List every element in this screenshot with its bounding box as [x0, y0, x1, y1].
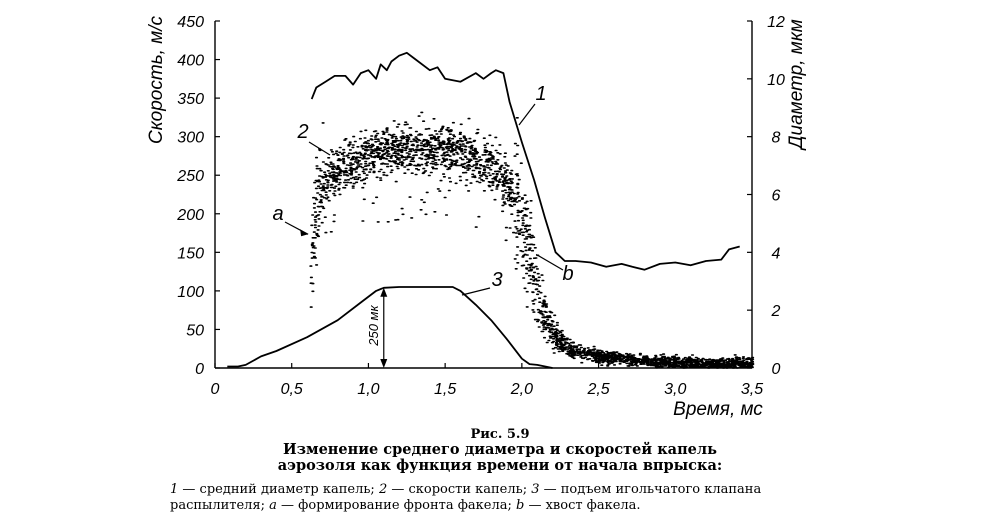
y-tick-label: 450 [177, 14, 204, 31]
y2-tick-label: 0 [772, 361, 781, 378]
y-tick-label: 250 [176, 168, 204, 185]
y2-tick-label: 8 [772, 130, 781, 147]
series-1-line [310, 51, 740, 271]
velocity-scatter [309, 111, 755, 369]
figure-title: Изменение среднего диаметра и скоростей … [277, 441, 723, 474]
y-tick-label: 400 [177, 53, 204, 70]
chart-labels: 0 0,5 1,0 1,5 2,0 2,5 3,0 3,5050100150200250300… [146, 14, 807, 420]
dimension-arrow-top [380, 287, 388, 297]
legend-key: 2 [378, 482, 388, 497]
x-tick-label: 0,5 [281, 381, 303, 398]
x-tick-label: 3,0 [664, 381, 686, 398]
chart: 0 0,5 1,0 1,5 2,0 2,5 3,0 3,5050100150200250300… [146, 14, 807, 420]
chart-lines [227, 51, 740, 369]
legend-text: — формирование фронта факела; [276, 498, 516, 513]
annotation-a: a [272, 203, 283, 225]
series-2-leader [308, 141, 331, 156]
legend-text: — подъем игольчатого клапана распылителя… [170, 482, 762, 513]
x-tick-label: 1,0 [357, 381, 379, 398]
y-tick-label: 150 [177, 245, 204, 262]
y2-axis-label: Диаметр, мкм [786, 19, 807, 151]
legend-text: — скорости капель; [387, 482, 532, 497]
y-tick-label: 50 [186, 322, 204, 339]
y-tick-label: 0 [195, 361, 204, 378]
annotation-b: b [562, 263, 573, 285]
legend-text: — хвост факела. [524, 498, 641, 513]
y2-tick-label: 10 [767, 72, 785, 89]
series-3-label: 3 [491, 269, 502, 291]
y2-tick-label: 6 [772, 188, 781, 205]
x-tick-label: 2,5 [586, 381, 609, 398]
y2-tick-label: 12 [767, 14, 785, 31]
y2-tick-label: 4 [772, 245, 781, 262]
y-tick-label: 100 [177, 284, 204, 301]
legend-key: b [516, 498, 525, 513]
y-tick-label: 350 [177, 91, 204, 108]
annotation-a-arrowhead [300, 229, 309, 237]
legend-key: 3 [531, 482, 540, 497]
x-tick-label: 0 [211, 381, 220, 398]
figure-number: Рис. 5.9 [470, 427, 530, 442]
y-tick-label: 200 [176, 207, 204, 224]
series-2-label: 2 [296, 121, 308, 143]
series-3-line [227, 286, 553, 369]
y2-tick-label: 2 [771, 303, 781, 320]
series-1-label: 1 [535, 83, 546, 105]
axes [214, 20, 753, 369]
dimension-label: 250 мк [366, 305, 381, 347]
dimension-arrow-bottom [380, 359, 388, 368]
y-axis-label: Скорость, м/с [146, 15, 167, 144]
annotation-b-leader [535, 253, 564, 271]
legend-text: — средний диаметр капель; [178, 482, 379, 497]
x-axis-label: Время, мс [673, 399, 763, 420]
y-tick-label: 300 [177, 130, 204, 147]
series-3-leader [461, 287, 491, 296]
legend-key: 1 [170, 482, 179, 497]
series-1-leader [518, 103, 536, 126]
legend-key: a [269, 498, 277, 513]
figure-legend: 1 — средний диаметр капель; 2 — скорости… [170, 482, 830, 514]
series-2-points [309, 111, 755, 369]
x-tick-label: 3,5 [741, 381, 763, 398]
x-tick-label: 1,5 [434, 381, 456, 398]
x-tick-label: 2,0 [510, 381, 533, 398]
